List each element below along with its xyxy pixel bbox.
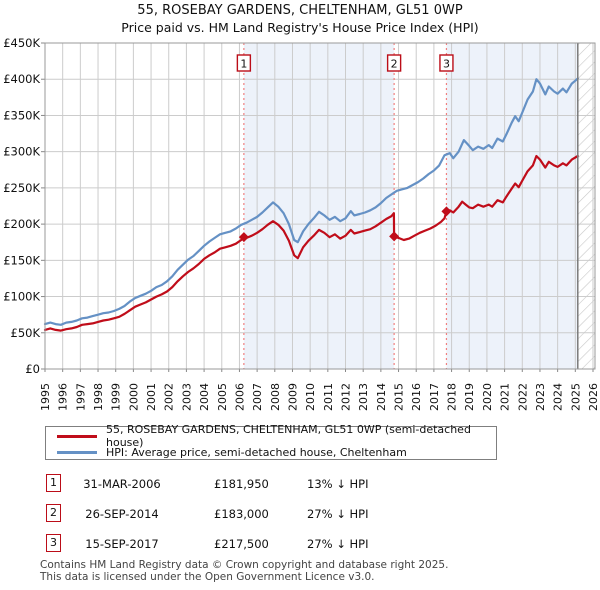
x-axis-label: 2001 [145, 383, 158, 411]
sale-diamond-marker [441, 206, 452, 217]
hpi-line [43, 77, 579, 326]
x-axis-label: 2012 [340, 383, 353, 411]
x-axis-label: 2022 [516, 383, 529, 411]
chart-border [44, 42, 596, 370]
sale-vs-hpi: 13% ↓ HPI [307, 477, 369, 491]
sale-date: 31-MAR-2006 [83, 477, 161, 491]
sale-diamond-marker [389, 231, 400, 242]
legend-item-price-paid: 55, ROSEBAY GARDENS, CHELTENHAM, GL51 0W… [46, 423, 496, 449]
sale-marker-box [439, 54, 454, 72]
sale-number-badge: 3 [46, 534, 61, 552]
price-paid-line-swatch [57, 434, 97, 438]
x-axis-label: 1995 [39, 383, 52, 411]
x-axis-label: 1999 [110, 383, 123, 411]
legend-label-hpi: HPI: Average price, semi-detached house,… [106, 445, 407, 459]
x-axis-label: 2011 [322, 383, 335, 411]
sale-marker-number: 3 [443, 58, 450, 71]
sale-date: 15-SEP-2017 [85, 537, 159, 551]
x-axis-label: 2008 [269, 383, 282, 411]
x-axis-label: 2002 [163, 383, 176, 411]
x-axis-label: 2026 [587, 383, 600, 411]
sale-price: £183,000 [214, 507, 269, 521]
x-axis-label: 2020 [481, 383, 494, 411]
sale-vs-hpi: 27% ↓ HPI [307, 507, 369, 521]
y-axis-label: £350K [3, 108, 40, 122]
price-chart: 1995 1996 1997 1998 1999 2000 2001 2002 2003 2004… [3, 36, 600, 411]
x-axis-label: 2009 [286, 383, 299, 411]
x-axis-label: 2003 [180, 383, 193, 411]
sale-price: £181,950 [214, 477, 269, 491]
y-axis-label: £100K [3, 290, 40, 304]
sale-vs-hpi: 27% ↓ HPI [307, 537, 369, 551]
x-axis-label: 2000 [127, 383, 140, 411]
legend-label-price-paid: 55, ROSEBAY GARDENS, CHELTENHAM, GL51 0W… [106, 423, 471, 449]
ownership-shading-band [243, 43, 395, 369]
x-axis-label: 2016 [410, 383, 423, 411]
y-axis-label: £300K [3, 145, 40, 159]
legend-item-hpi: HPI: Average price, semi-detached house,… [46, 444, 496, 460]
footer-license: Contains HM Land Registry data © Crown c… [40, 559, 448, 583]
sale-marker-number: 2 [391, 58, 398, 71]
x-axis-label: 2021 [499, 383, 512, 411]
sale-marker-box [236, 54, 252, 72]
sale-row-2: 2 26-SEP-2014 £183,000 27% ↓ HPI [0, 504, 600, 524]
x-axis-label: 2023 [534, 383, 547, 411]
sale-number-badge: 1 [46, 474, 61, 492]
x-axis-label: 2019 [463, 383, 476, 411]
x-axis-label: 2013 [357, 383, 370, 411]
plot-area: 1995 1996 1997 1998 1999 2000 2001 2002 2003 2004… [3, 36, 600, 411]
y-axis-label: £400K [3, 72, 40, 86]
x-axis-label: 2024 [552, 383, 565, 411]
sale-row-3: 3 15-SEP-2017 £217,500 27% ↓ HPI [0, 534, 600, 554]
y-axis-label: £150K [3, 253, 40, 267]
sale-marker-box [386, 54, 402, 72]
chart-subtitle: Price paid vs. HM Land Registry's House … [121, 20, 479, 35]
sale-date: 26-SEP-2014 [85, 507, 159, 521]
x-axis-label: 2010 [304, 383, 317, 411]
y-axis-label: £450K [3, 36, 40, 50]
sale-diamond-marker [238, 232, 249, 243]
x-axis-label: 2015 [393, 383, 406, 411]
y-axis-label: £0 [25, 362, 40, 376]
x-axis-label: 2017 [428, 383, 441, 411]
sale-row-1: 1 31-MAR-2006 £181,950 13% ↓ HPI [0, 474, 600, 494]
x-axis-label: 2007 [251, 383, 264, 411]
future-hatched-region [577, 43, 595, 369]
y-axis-label: £250K [3, 181, 40, 195]
x-axis-label: 1997 [74, 383, 87, 411]
chart-title: 55, ROSEBAY GARDENS, CHELTENHAM, GL51 0W… [137, 3, 463, 18]
x-axis-label: 1998 [92, 383, 105, 411]
x-axis-label: 2006 [233, 383, 246, 411]
hpi-line-swatch [57, 450, 97, 454]
legend-box: 55, ROSEBAY GARDENS, CHELTENHAM, GL51 0W… [45, 423, 497, 460]
sale-number-badge: 2 [46, 504, 61, 522]
x-axis-label: 2025 [569, 383, 582, 411]
y-axis-label: £50K [11, 326, 41, 340]
y-axis-label: £200K [3, 217, 40, 231]
x-axis-label: 1996 [57, 383, 70, 411]
footer-line-1: Contains HM Land Registry data © Crown c… [40, 559, 449, 571]
x-axis-label: 2018 [446, 383, 459, 411]
price-paid-line [43, 154, 579, 332]
footer-line-2: This data is licensed under the Open Gov… [40, 571, 375, 583]
x-axis-label: 2014 [375, 383, 388, 411]
sale-marker-number: 1 [240, 58, 247, 71]
sale-price: £217,500 [214, 537, 269, 551]
x-axis-label: 2005 [216, 383, 229, 411]
x-axis-label: 2004 [198, 383, 211, 411]
